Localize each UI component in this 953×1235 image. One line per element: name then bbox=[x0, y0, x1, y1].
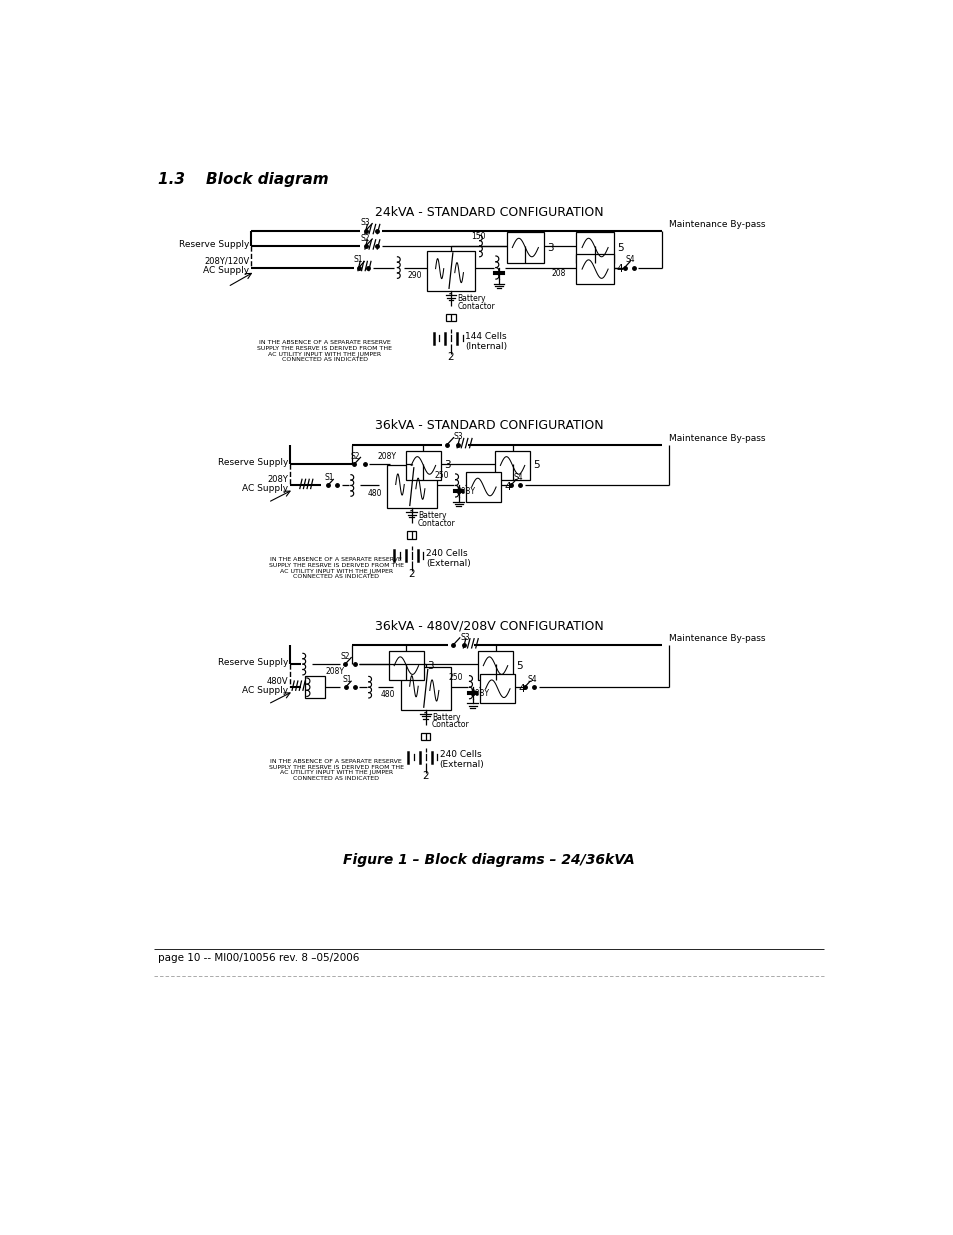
Text: 144 Cells: 144 Cells bbox=[464, 331, 506, 341]
Text: Maintenance By-pass: Maintenance By-pass bbox=[669, 635, 765, 643]
Text: 1: 1 bbox=[447, 294, 454, 304]
Bar bbox=[576, 232, 613, 263]
Text: S1: S1 bbox=[342, 676, 352, 684]
Text: 24kVA - STANDARD CONFIGURATION: 24kVA - STANDARD CONFIGURATION bbox=[375, 205, 602, 219]
Text: Contactor: Contactor bbox=[456, 301, 495, 310]
Text: Reserve Supply: Reserve Supply bbox=[179, 240, 249, 249]
Text: Figure 1 – Block diagrams – 24/36kVA: Figure 1 – Block diagrams – 24/36kVA bbox=[343, 853, 634, 867]
Text: 480V: 480V bbox=[266, 677, 288, 685]
Text: 2: 2 bbox=[422, 771, 429, 781]
Bar bbox=[386, 466, 436, 508]
Text: 250: 250 bbox=[448, 673, 462, 682]
Text: 3: 3 bbox=[546, 242, 553, 252]
Text: Maintenance By-pass: Maintenance By-pass bbox=[669, 433, 765, 443]
Text: 36kVA - STANDARD CONFIGURATION: 36kVA - STANDARD CONFIGURATION bbox=[375, 419, 602, 432]
Text: 36kVA - 480V/208V CONFIGURATION: 36kVA - 480V/208V CONFIGURATION bbox=[375, 619, 602, 632]
Text: Battery: Battery bbox=[456, 294, 485, 303]
Text: S3: S3 bbox=[359, 219, 370, 227]
Text: 208Y: 208Y bbox=[376, 452, 395, 462]
Text: S1: S1 bbox=[324, 473, 334, 482]
Text: Reserve Supply: Reserve Supply bbox=[217, 458, 288, 467]
Bar bbox=[466, 472, 500, 501]
Text: 4: 4 bbox=[617, 264, 622, 274]
Text: IN THE ABSENCE OF A SEPARATE RESERVE
SUPPLY THE RESRVE IS DERIVED FROM THE
AC UT: IN THE ABSENCE OF A SEPARATE RESERVE SUP… bbox=[257, 340, 392, 362]
Text: 208Y: 208Y bbox=[456, 487, 476, 496]
Bar bbox=[400, 667, 451, 710]
Text: 208Y: 208Y bbox=[325, 667, 344, 677]
Text: 480: 480 bbox=[379, 690, 395, 699]
Text: AC Supply: AC Supply bbox=[203, 266, 249, 275]
Text: (External): (External) bbox=[425, 558, 470, 568]
Text: 250: 250 bbox=[434, 471, 449, 480]
Bar bbox=[480, 674, 515, 704]
Text: AC Supply: AC Supply bbox=[242, 484, 288, 493]
Bar bbox=[576, 253, 613, 284]
Text: 1.3    Block diagram: 1.3 Block diagram bbox=[158, 172, 328, 186]
Text: 240 Cells: 240 Cells bbox=[439, 751, 481, 760]
Bar bbox=[506, 232, 543, 263]
Text: 3: 3 bbox=[427, 661, 433, 671]
Text: 2: 2 bbox=[447, 352, 454, 362]
Text: IN THE ABSENCE OF A SEPARATE RESERVE
SUPPLY THE RESRVE IS DERIVED FROM THE
AC UT: IN THE ABSENCE OF A SEPARATE RESERVE SUP… bbox=[269, 758, 403, 782]
Text: 290: 290 bbox=[407, 270, 422, 280]
Bar bbox=[420, 732, 430, 740]
Bar bbox=[407, 531, 416, 538]
Text: S4: S4 bbox=[625, 256, 635, 264]
Text: S2: S2 bbox=[350, 452, 359, 461]
Text: Reserve Supply: Reserve Supply bbox=[217, 658, 288, 667]
Text: S4: S4 bbox=[527, 676, 537, 684]
Bar bbox=[446, 314, 456, 321]
Text: 480: 480 bbox=[367, 489, 382, 498]
Text: 208Y: 208Y bbox=[471, 689, 490, 698]
Text: S2: S2 bbox=[360, 233, 369, 243]
Text: S1: S1 bbox=[354, 256, 363, 264]
Text: IN THE ABSENCE OF A SEPARATE RESERVE
SUPPLY THE RESRVE IS DERIVED FROM THE
AC UT: IN THE ABSENCE OF A SEPARATE RESERVE SUP… bbox=[269, 557, 403, 579]
Text: 1: 1 bbox=[408, 510, 415, 520]
Bar bbox=[305, 677, 324, 698]
Text: 5: 5 bbox=[533, 461, 539, 471]
Bar bbox=[477, 651, 513, 680]
Text: (External): (External) bbox=[439, 761, 484, 769]
Text: Battery: Battery bbox=[417, 511, 446, 520]
Text: 208: 208 bbox=[551, 269, 565, 278]
Text: 208Y: 208Y bbox=[267, 474, 288, 484]
Text: S2: S2 bbox=[340, 652, 350, 661]
Bar bbox=[406, 451, 440, 480]
Text: S3: S3 bbox=[454, 432, 463, 441]
Text: Maintenance By-pass: Maintenance By-pass bbox=[669, 220, 765, 228]
Bar bbox=[427, 251, 475, 290]
Text: 2: 2 bbox=[408, 569, 415, 579]
Text: 5: 5 bbox=[617, 242, 622, 252]
Text: Contactor: Contactor bbox=[417, 519, 456, 527]
Text: 4: 4 bbox=[504, 482, 511, 492]
Text: S3: S3 bbox=[459, 632, 469, 642]
Text: page 10 -- MI00/10056 rev. 8 –05/2006: page 10 -- MI00/10056 rev. 8 –05/2006 bbox=[158, 953, 359, 963]
Text: 150: 150 bbox=[471, 232, 485, 241]
Text: S4: S4 bbox=[513, 473, 522, 482]
Bar bbox=[495, 451, 530, 480]
Text: 1: 1 bbox=[422, 713, 429, 722]
Text: Battery: Battery bbox=[432, 713, 460, 721]
Text: (Internal): (Internal) bbox=[464, 342, 506, 351]
Text: 208Y/120V: 208Y/120V bbox=[204, 257, 249, 266]
Text: 3: 3 bbox=[443, 461, 450, 471]
Text: 4: 4 bbox=[517, 684, 524, 694]
Text: 240 Cells: 240 Cells bbox=[425, 548, 467, 558]
Text: Contactor: Contactor bbox=[432, 720, 469, 730]
Text: 5: 5 bbox=[516, 661, 522, 671]
Text: AC Supply: AC Supply bbox=[242, 685, 288, 695]
Bar bbox=[389, 651, 423, 680]
